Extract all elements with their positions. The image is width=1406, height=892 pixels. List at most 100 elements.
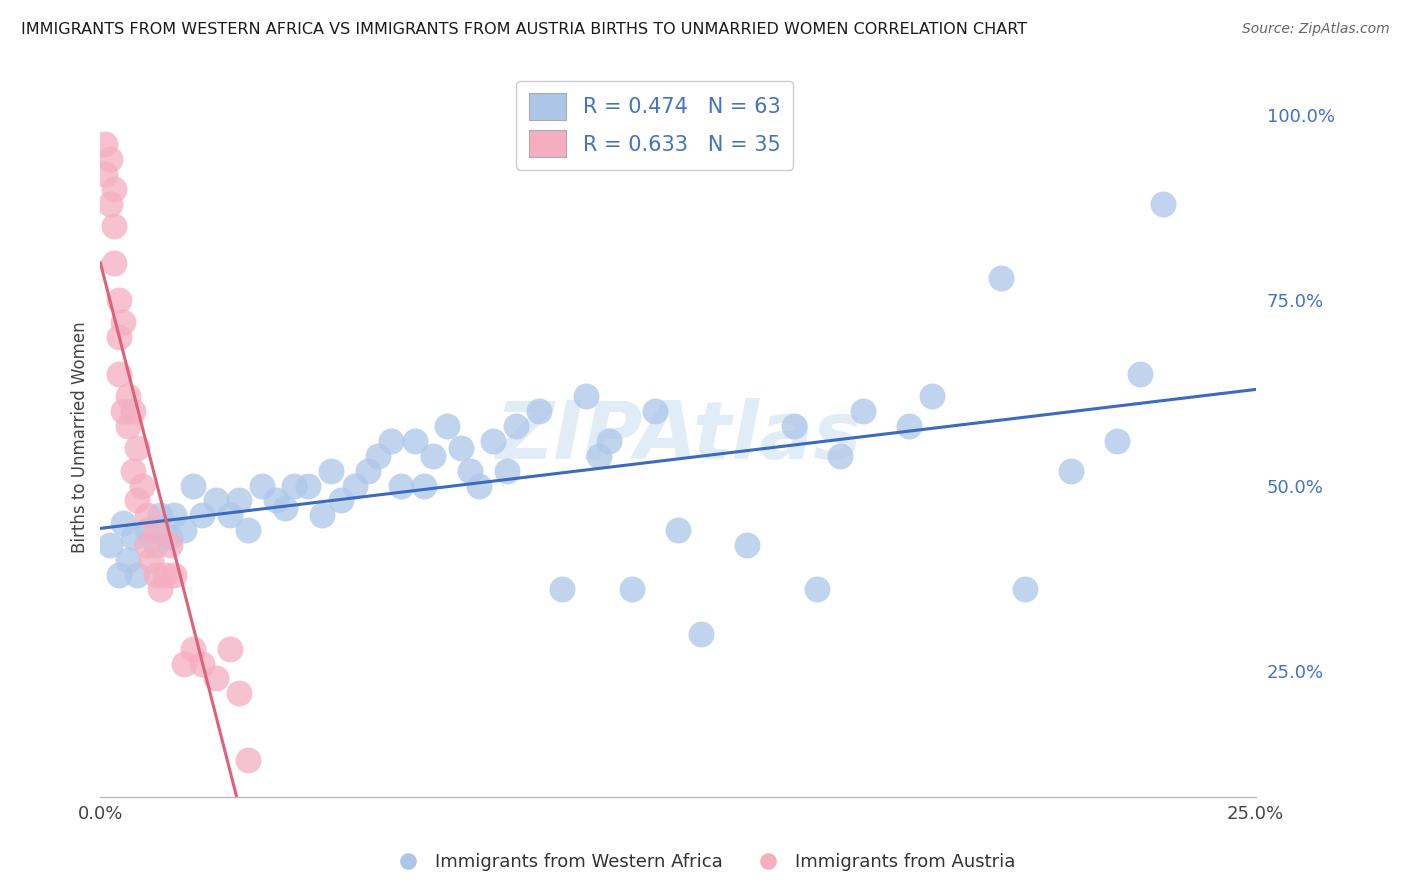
Point bbox=[121, 404, 143, 418]
Point bbox=[357, 464, 380, 478]
Point bbox=[990, 270, 1012, 285]
Point bbox=[574, 389, 596, 403]
Point bbox=[321, 464, 343, 478]
Point bbox=[153, 567, 176, 582]
Legend: Immigrants from Western Africa, Immigrants from Austria: Immigrants from Western Africa, Immigran… bbox=[382, 847, 1024, 879]
Point bbox=[588, 449, 610, 463]
Point bbox=[274, 500, 297, 515]
Point bbox=[311, 508, 333, 523]
Point bbox=[921, 389, 943, 403]
Point bbox=[852, 404, 875, 418]
Point bbox=[436, 419, 458, 434]
Point bbox=[343, 478, 366, 492]
Point bbox=[108, 368, 131, 382]
Point bbox=[205, 672, 228, 686]
Point bbox=[458, 464, 481, 478]
Point bbox=[205, 493, 228, 508]
Point bbox=[117, 419, 139, 434]
Point bbox=[1060, 464, 1083, 478]
Point bbox=[620, 582, 643, 597]
Point bbox=[181, 478, 204, 492]
Point bbox=[1014, 582, 1036, 597]
Point bbox=[737, 538, 759, 552]
Point bbox=[283, 478, 305, 492]
Point bbox=[389, 478, 412, 492]
Point bbox=[828, 449, 851, 463]
Point bbox=[145, 567, 167, 582]
Point bbox=[529, 404, 551, 418]
Point bbox=[108, 330, 131, 344]
Point bbox=[482, 434, 505, 448]
Point bbox=[496, 464, 519, 478]
Point bbox=[163, 508, 186, 523]
Point bbox=[450, 442, 472, 456]
Point bbox=[250, 478, 273, 492]
Point bbox=[117, 389, 139, 403]
Point bbox=[131, 478, 153, 492]
Point bbox=[108, 293, 131, 307]
Point bbox=[103, 256, 125, 270]
Point bbox=[412, 478, 434, 492]
Text: Source: ZipAtlas.com: Source: ZipAtlas.com bbox=[1241, 22, 1389, 37]
Point bbox=[898, 419, 921, 434]
Y-axis label: Births to Unmarried Women: Births to Unmarried Women bbox=[72, 321, 89, 553]
Point bbox=[149, 582, 172, 597]
Point bbox=[218, 508, 240, 523]
Point bbox=[551, 582, 574, 597]
Point bbox=[598, 434, 620, 448]
Text: ZIPAtlas: ZIPAtlas bbox=[495, 399, 860, 476]
Point bbox=[112, 404, 135, 418]
Point bbox=[690, 627, 713, 641]
Point bbox=[121, 531, 143, 545]
Point bbox=[108, 567, 131, 582]
Point bbox=[149, 508, 172, 523]
Point bbox=[228, 493, 250, 508]
Point bbox=[191, 657, 214, 671]
Point bbox=[127, 567, 149, 582]
Point bbox=[644, 404, 666, 418]
Point bbox=[191, 508, 214, 523]
Point bbox=[228, 686, 250, 700]
Point bbox=[1129, 368, 1152, 382]
Point bbox=[117, 552, 139, 566]
Point bbox=[238, 753, 260, 767]
Point bbox=[380, 434, 402, 448]
Legend: R = 0.474   N = 63, R = 0.633   N = 35: R = 0.474 N = 63, R = 0.633 N = 35 bbox=[516, 80, 793, 169]
Point bbox=[103, 219, 125, 233]
Point bbox=[94, 137, 117, 152]
Point bbox=[141, 552, 163, 566]
Point bbox=[404, 434, 426, 448]
Point bbox=[505, 419, 527, 434]
Point bbox=[159, 538, 181, 552]
Point bbox=[329, 493, 352, 508]
Point bbox=[1152, 196, 1174, 211]
Point bbox=[218, 641, 240, 656]
Point bbox=[238, 523, 260, 537]
Point bbox=[135, 508, 157, 523]
Point bbox=[127, 442, 149, 456]
Point bbox=[181, 641, 204, 656]
Point bbox=[98, 196, 121, 211]
Point bbox=[173, 523, 195, 537]
Point bbox=[782, 419, 804, 434]
Point bbox=[145, 538, 167, 552]
Point bbox=[422, 449, 444, 463]
Point bbox=[103, 182, 125, 196]
Point bbox=[468, 478, 491, 492]
Point bbox=[112, 315, 135, 329]
Point bbox=[806, 582, 828, 597]
Point bbox=[127, 493, 149, 508]
Point bbox=[145, 523, 167, 537]
Point bbox=[98, 538, 121, 552]
Point bbox=[264, 493, 287, 508]
Point bbox=[666, 523, 689, 537]
Point bbox=[159, 531, 181, 545]
Point bbox=[297, 478, 319, 492]
Point bbox=[135, 523, 157, 537]
Point bbox=[1105, 434, 1128, 448]
Point bbox=[367, 449, 389, 463]
Point bbox=[173, 657, 195, 671]
Text: IMMIGRANTS FROM WESTERN AFRICA VS IMMIGRANTS FROM AUSTRIA BIRTHS TO UNMARRIED WO: IMMIGRANTS FROM WESTERN AFRICA VS IMMIGR… bbox=[21, 22, 1028, 37]
Point bbox=[94, 167, 117, 181]
Point bbox=[98, 152, 121, 166]
